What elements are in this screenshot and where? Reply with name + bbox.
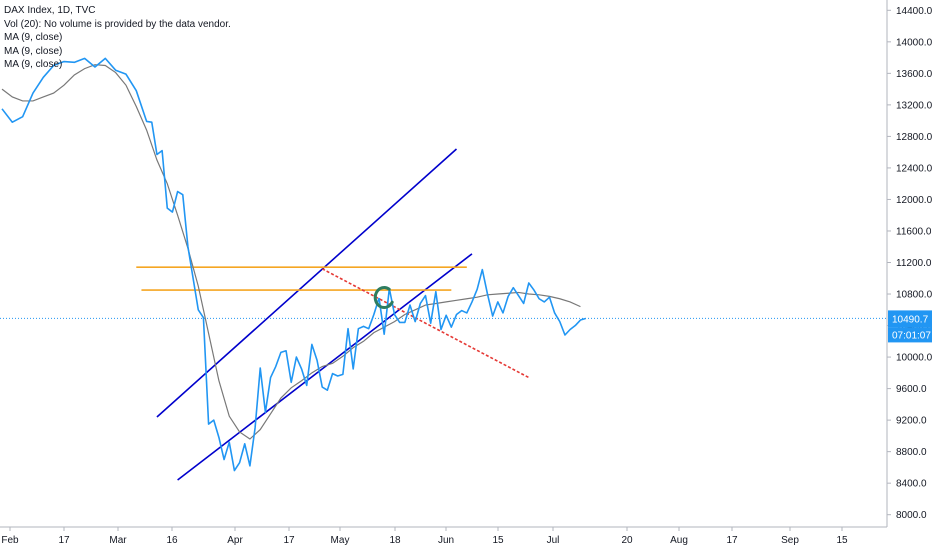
y-tick-label: 8800.0 [896,447,927,458]
y-tick-label: 9600.0 [896,384,927,395]
y-tick-label: 14400.0 [896,6,932,17]
countdown-label: 07:01:07 [892,330,931,341]
price-label-box [888,310,932,328]
y-tick-label: 13600.0 [896,69,932,80]
marker-circle [373,286,394,309]
x-tick-label: 18 [389,535,401,546]
price-line-price-continued [378,268,489,336]
chart-legend: DAX Index, 1D, TVC Vol (20): No volume i… [4,4,231,72]
x-tick-label: 17 [726,535,738,546]
x-tick-label: Jun [438,535,454,546]
y-tick-label: 11200.0 [896,258,932,269]
price-line-price [1,57,380,472]
channel-lower-line [177,253,473,481]
x-tick-label: Mar [109,535,127,546]
y-tick-label: 13200.0 [896,100,932,111]
x-tick-label: 15 [836,535,848,546]
y-tick-label: 10800.0 [896,290,932,301]
x-tick-label: 17 [283,535,295,546]
y-tick-label: 8400.0 [896,479,927,490]
x-tick-label: Aug [670,535,688,546]
x-tick-label: Feb [1,535,19,546]
legend-title: DAX Index, 1D, TVC [4,5,96,16]
legend-ma-3: MA (9, close) [4,59,63,70]
x-tick-label: May [331,535,350,546]
y-tick-label: 11600.0 [896,226,932,237]
descending-trend-line [321,268,530,379]
y-tick-label: 9200.0 [896,416,927,427]
legend-ma-1: MA (9, close) [4,32,63,43]
countdown-label-box [888,327,932,343]
x-tick-label: 16 [166,535,178,546]
x-tick-label: 20 [621,535,633,546]
x-tick-label: Apr [227,535,243,546]
legend-ma-2: MA (9, close) [4,45,63,57]
y-tick-label: 12800.0 [896,132,932,143]
legend-volume: Vol (20): No volume is provided by the d… [4,18,231,30]
x-tick-label: Jul [547,535,560,546]
y-tick-label: 12400.0 [896,163,932,174]
y-tick-label: 14000.0 [896,37,932,48]
x-tick-label: 17 [58,535,70,546]
x-tick-label: 15 [492,535,504,546]
y-tick-label: 10000.0 [896,353,932,364]
y-tick-label: 12000.0 [896,195,932,206]
x-tick-label: Sep [781,535,799,546]
price-label: 10490.7 [892,314,929,325]
y-tick-label: 8000.0 [896,510,927,521]
price-line-price-late [486,282,586,336]
